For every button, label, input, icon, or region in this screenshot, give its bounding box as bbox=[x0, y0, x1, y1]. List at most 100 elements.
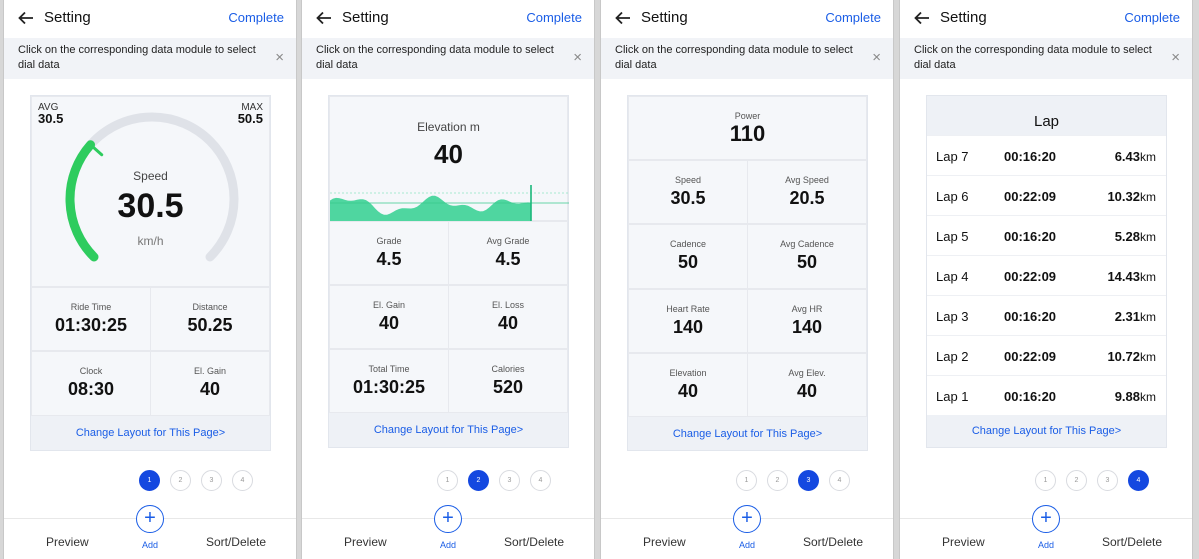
page-dot-3[interactable]: 3 bbox=[1097, 470, 1118, 491]
back-arrow-icon[interactable] bbox=[913, 9, 931, 27]
lap-time: 00:16:20 bbox=[1004, 309, 1057, 324]
sort-delete-button[interactable]: Sort/Delete bbox=[205, 535, 266, 549]
page-dot-1[interactable]: 1 bbox=[1035, 470, 1056, 491]
add-button[interactable]: + bbox=[733, 505, 761, 533]
close-icon[interactable]: × bbox=[1171, 49, 1180, 66]
lap-row[interactable]: Lap 7 00:16:20 6.43km bbox=[927, 135, 1166, 175]
ride-time-module[interactable]: Ride Time 01:30:25 bbox=[31, 287, 151, 351]
add-label: Add bbox=[738, 540, 755, 550]
lap-row[interactable]: Lap 1 00:16:20 9.88km bbox=[927, 375, 1166, 415]
elevation-module[interactable]: Elevation m 40 bbox=[329, 96, 569, 221]
speed-gauge bbox=[65, 112, 239, 262]
preview-button[interactable]: Preview bbox=[344, 535, 387, 549]
close-icon[interactable]: × bbox=[275, 49, 284, 66]
page-dot-3[interactable]: 3 bbox=[798, 470, 819, 491]
page-dot-2[interactable]: 2 bbox=[767, 470, 788, 491]
grade-module[interactable]: Grade 4.5 bbox=[329, 221, 449, 285]
close-icon[interactable]: × bbox=[872, 49, 881, 66]
add-button[interactable]: + bbox=[434, 505, 462, 533]
cell-value: 520 bbox=[492, 377, 524, 397]
change-layout-link[interactable]: Change Layout for This Page> bbox=[971, 425, 1122, 437]
page-dot-2[interactable]: 2 bbox=[170, 470, 191, 491]
page-dot-1[interactable]: 1 bbox=[437, 470, 458, 491]
preview-button[interactable]: Preview bbox=[942, 535, 985, 549]
total-time-module[interactable]: Total Time 01:30:25 bbox=[329, 349, 449, 413]
page-dot-4[interactable]: 4 bbox=[1128, 470, 1149, 491]
data-layout-card: Elevation m 40 Grade 4.5 Avg Grade 4.5 E… bbox=[328, 95, 569, 448]
page-dot-2[interactable]: 2 bbox=[1066, 470, 1087, 491]
change-layout-link[interactable]: Change Layout for This Page> bbox=[672, 428, 823, 440]
distance-module[interactable]: Distance 50.25 bbox=[150, 287, 270, 351]
elevation-loss-module[interactable]: El. Loss 40 bbox=[448, 285, 568, 349]
preview-button[interactable]: Preview bbox=[643, 535, 686, 549]
page-dot-3[interactable]: 3 bbox=[499, 470, 520, 491]
complete-button[interactable]: Complete bbox=[825, 10, 881, 25]
page-title: Setting bbox=[44, 9, 91, 26]
back-arrow-icon[interactable] bbox=[614, 9, 632, 27]
back-arrow-icon[interactable] bbox=[315, 9, 333, 27]
page-dot-1[interactable]: 1 bbox=[139, 470, 160, 491]
cadence-module[interactable]: Cadence 50 bbox=[628, 224, 748, 289]
change-layout-link[interactable]: Change Layout for This Page> bbox=[373, 424, 524, 436]
elevation-gain-module[interactable]: El. Gain 40 bbox=[329, 285, 449, 349]
change-layout-link[interactable]: Change Layout for This Page> bbox=[75, 427, 226, 439]
lap-row[interactable]: Lap 3 00:16:20 2.31km bbox=[927, 295, 1166, 335]
add-label: Add bbox=[439, 540, 456, 550]
clock-module[interactable]: Clock 08:30 bbox=[31, 351, 151, 416]
add-button[interactable]: + bbox=[1032, 505, 1060, 533]
page-dot-3[interactable]: 3 bbox=[201, 470, 222, 491]
complete-button[interactable]: Complete bbox=[1124, 10, 1180, 25]
lap-distance-value: 9.88 bbox=[1114, 389, 1140, 404]
elevation-gain-module[interactable]: El. Gain 40 bbox=[150, 351, 270, 416]
avg-speed-module[interactable]: Avg Speed 20.5 bbox=[747, 160, 867, 224]
lap-row[interactable]: Lap 6 00:22:09 10.32km bbox=[927, 175, 1166, 215]
preview-button[interactable]: Preview bbox=[46, 535, 89, 549]
page-dot-4[interactable]: 4 bbox=[232, 470, 253, 491]
power-module[interactable]: Power 110 bbox=[628, 96, 867, 160]
speed-module[interactable]: Speed 30.5 bbox=[628, 160, 748, 224]
elevation-module[interactable]: Elevation 40 bbox=[628, 353, 748, 417]
sort-delete-button[interactable]: Sort/Delete bbox=[1101, 535, 1162, 549]
calories-module[interactable]: Calories 520 bbox=[448, 349, 568, 413]
cell-label: Clock bbox=[79, 366, 103, 376]
avg-cadence-module[interactable]: Avg Cadence 50 bbox=[747, 224, 867, 289]
speed-gauge-module[interactable]: AVG 30.5 MAX 50.5 Speed 30.5 km/h bbox=[31, 96, 270, 287]
page-title: Setting bbox=[641, 9, 688, 26]
page-dot-4[interactable]: 4 bbox=[530, 470, 551, 491]
lap-distance: 9.88km bbox=[1115, 389, 1156, 404]
lap-name: Lap 2 bbox=[936, 349, 969, 364]
avg-grade-module[interactable]: Avg Grade 4.5 bbox=[448, 221, 568, 285]
back-arrow-icon[interactable] bbox=[17, 9, 35, 27]
sort-delete-button[interactable]: Sort/Delete bbox=[503, 535, 564, 549]
lap-row[interactable]: Lap 4 00:22:09 14.43km bbox=[927, 255, 1166, 295]
complete-button[interactable]: Complete bbox=[526, 10, 582, 25]
add-label: Add bbox=[141, 540, 158, 550]
notice-text: Click on the corresponding data module t… bbox=[615, 44, 853, 71]
elevation-label: Elevation m bbox=[417, 120, 480, 134]
cell-label: Speed bbox=[674, 175, 702, 185]
lap-row[interactable]: Lap 2 00:22:09 10.72km bbox=[927, 335, 1166, 375]
lap-distance-unit: km bbox=[1140, 190, 1156, 204]
data-layout-card: AVG 30.5 MAX 50.5 Speed 30.5 km/h Ride T… bbox=[30, 95, 271, 451]
page-dot-4[interactable]: 4 bbox=[829, 470, 850, 491]
lap-row[interactable]: Lap 5 00:16:20 5.28km bbox=[927, 215, 1166, 255]
avg-label: AVG bbox=[38, 102, 59, 113]
avg-hr-module[interactable]: Avg HR 140 bbox=[747, 289, 867, 353]
avg-elevation-module[interactable]: Avg Elev. 40 bbox=[747, 353, 867, 417]
close-icon[interactable]: × bbox=[573, 49, 582, 66]
elevation-profile-chart bbox=[330, 185, 569, 221]
lap-distance-unit: km bbox=[1140, 390, 1156, 404]
complete-button[interactable]: Complete bbox=[228, 10, 284, 25]
cell-value: 40 bbox=[199, 379, 221, 399]
lap-distance: 5.28km bbox=[1115, 229, 1156, 244]
page-dot-2[interactable]: 2 bbox=[468, 470, 489, 491]
setting-screen-1: Setting Complete Click on the correspond… bbox=[4, 0, 296, 559]
sort-delete-button[interactable]: Sort/Delete bbox=[802, 535, 863, 549]
cell-label: Calories bbox=[491, 364, 525, 374]
lap-title: Lap bbox=[1033, 113, 1060, 130]
page-dot-1[interactable]: 1 bbox=[736, 470, 757, 491]
heart-rate-module[interactable]: Heart Rate 140 bbox=[628, 289, 748, 353]
lap-module-card[interactable]: Lap Lap 7 00:16:20 6.43km Lap 6 00:22:09 10.3… bbox=[926, 95, 1167, 448]
add-button[interactable]: + bbox=[136, 505, 164, 533]
